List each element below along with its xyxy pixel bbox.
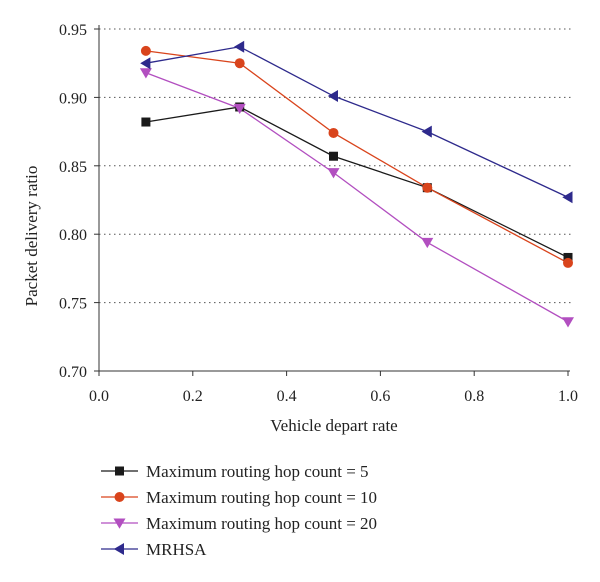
- legend-label: MRHSA: [146, 540, 207, 559]
- data-point-series-3: [139, 68, 152, 79]
- data-point-series-1: [563, 252, 573, 262]
- x-tick-label: 0.8: [464, 388, 484, 405]
- data-point-series-3: [421, 237, 434, 249]
- series-line-3: [145, 72, 569, 323]
- series-lines: [145, 46, 569, 323]
- y-tick-label: 0.90: [59, 90, 87, 107]
- data-point-series-4: [421, 125, 432, 138]
- data-point-series-2: [234, 58, 245, 69]
- y-tick-label: 0.85: [59, 159, 87, 176]
- y-axis-label: Packet delivery ratio: [22, 166, 41, 307]
- y-tick-label: 0.75: [59, 296, 87, 313]
- legend: Maximum routing hop count = 5 Maximum rou…: [101, 462, 377, 559]
- x-tick-label: 1.0: [558, 388, 578, 405]
- legend-label: Maximum routing hop count = 10: [146, 488, 377, 507]
- data-point-series-4: [234, 40, 245, 53]
- series-markers: [139, 40, 574, 328]
- data-point-series-1: [141, 117, 151, 127]
- series-line-1: [145, 106, 569, 259]
- data-point-series-1: [329, 151, 338, 161]
- data-point-series-4: [562, 191, 573, 204]
- legend-label: Maximum routing hop count = 5: [146, 462, 369, 481]
- data-point-series-2: [422, 182, 433, 193]
- x-tick-label: 0.4: [277, 388, 297, 405]
- series-line-4: [145, 46, 569, 198]
- x-tick-label: 0.6: [370, 388, 390, 405]
- data-point-series-2: [563, 257, 573, 268]
- data-point-series-4: [327, 90, 338, 103]
- data-point-series-2: [328, 127, 339, 138]
- legend-marker: [113, 518, 126, 529]
- legend-marker: [115, 466, 124, 476]
- data-point-series-3: [562, 317, 574, 328]
- y-tick-label: 0.95: [59, 22, 87, 39]
- data-point-series-2: [140, 45, 151, 56]
- axes: [98, 25, 570, 372]
- legend-label: Maximum routing hop count = 20: [146, 514, 377, 533]
- tick-labels: 0.70 0.75 0.80 0.85 0.90 0.95 0.0 0.2 0.4 0.6 0.8 1…: [59, 22, 578, 405]
- series-line-2: [145, 50, 569, 264]
- legend-marker: [113, 543, 124, 555]
- data-point-series-4: [140, 57, 151, 70]
- x-tick-label: 0.0: [89, 388, 109, 405]
- x-tick-label: 0.2: [183, 388, 203, 405]
- legend-marker: [114, 492, 125, 502]
- x-axis-label: Vehicle depart rate: [270, 416, 397, 435]
- y-tick-label: 0.70: [59, 364, 87, 381]
- data-point-series-3: [233, 103, 246, 115]
- y-tick-label: 0.80: [59, 227, 87, 244]
- data-point-series-3: [327, 168, 340, 179]
